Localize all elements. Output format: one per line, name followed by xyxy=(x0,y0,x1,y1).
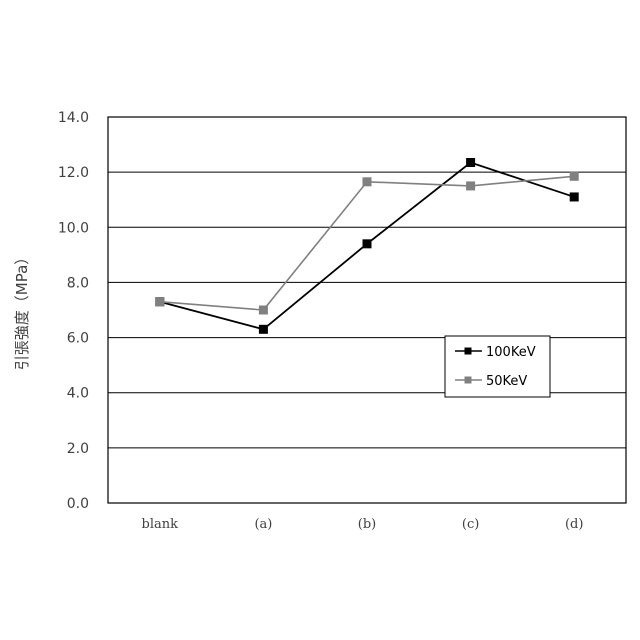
y-tick-label: 6.0 xyxy=(67,331,89,347)
y-tick-label: 2.0 xyxy=(67,441,89,457)
data-point-100KeV xyxy=(259,325,268,334)
legend-label: 50KeV xyxy=(486,374,527,389)
y-tick-label: 4.0 xyxy=(67,386,89,402)
data-point-100KeV xyxy=(466,158,475,167)
x-category-labels: blank (a) (b) (c) (d) xyxy=(142,517,584,532)
y-tick-labels: 0.0 2.0 4.0 6.0 8.0 10.0 12.0 14.0 xyxy=(58,110,89,512)
data-point-100KeV xyxy=(570,192,579,201)
data-point-50KeV xyxy=(570,172,579,181)
x-category-label: blank xyxy=(142,517,179,532)
x-category-label: (b) xyxy=(358,517,376,532)
data-point-100KeV xyxy=(363,239,372,248)
data-point-50KeV xyxy=(259,306,268,315)
data-point-50KeV xyxy=(363,177,372,186)
plot-frame xyxy=(108,117,626,503)
y-tick-label: 8.0 xyxy=(67,275,89,291)
y-tick-label: 12.0 xyxy=(58,165,89,181)
legend-marker xyxy=(465,348,472,355)
legend: 100KeV 50KeV xyxy=(445,336,550,397)
legend-marker xyxy=(465,377,472,384)
y-tick-label: 10.0 xyxy=(58,220,89,236)
y-tick-label: 0.0 xyxy=(67,496,89,512)
y-tick-label: 14.0 xyxy=(58,110,89,126)
x-category-label: (d) xyxy=(565,517,583,532)
x-category-label: (a) xyxy=(254,517,272,532)
data-point-50KeV xyxy=(155,297,164,306)
x-category-label: (c) xyxy=(462,517,479,532)
data-point-50KeV xyxy=(466,181,475,190)
legend-label: 100KeV xyxy=(486,345,536,360)
y-axis-label: 引張強度（MPa） xyxy=(13,250,31,371)
